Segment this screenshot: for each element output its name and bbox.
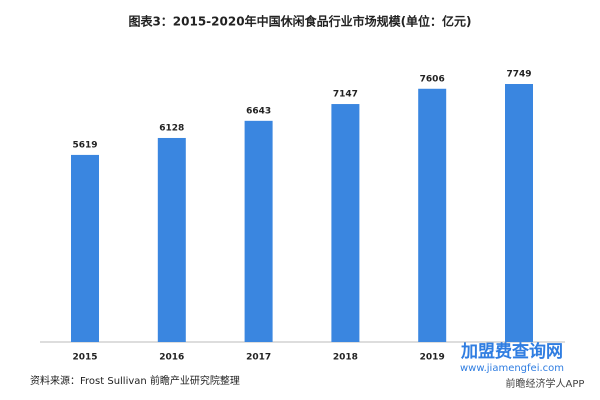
x-tick-label: 2018 [333,353,358,363]
value-label: 6643 [246,106,271,116]
x-tick-label: 2016 [159,353,184,363]
bar [157,137,186,342]
bar [331,104,360,342]
watermark: 加盟费查询网 [460,341,563,362]
value-label: 7147 [333,90,358,100]
bar [418,88,447,342]
value-label: 7749 [506,70,531,80]
value-label: 5619 [72,140,97,150]
value-label: 7606 [420,74,445,84]
bar [71,154,99,342]
x-tick-label: 2017 [246,353,271,363]
x-tick-label: 2015 [72,353,97,363]
watermark: 前瞻经济学人APP [506,377,585,390]
source: 资料来源：Frost Sullivan 前瞻产业研究院整理 [30,374,240,387]
bar [244,120,273,342]
value-label: 6128 [159,123,184,133]
bar [505,84,533,342]
chart-title: 图表3：2015-2020年中国休闲食品行业市场规模(单位：亿元) [128,14,471,29]
watermark: www.jiamengfei.com [460,363,564,374]
x-tick-label: 2019 [420,353,445,363]
